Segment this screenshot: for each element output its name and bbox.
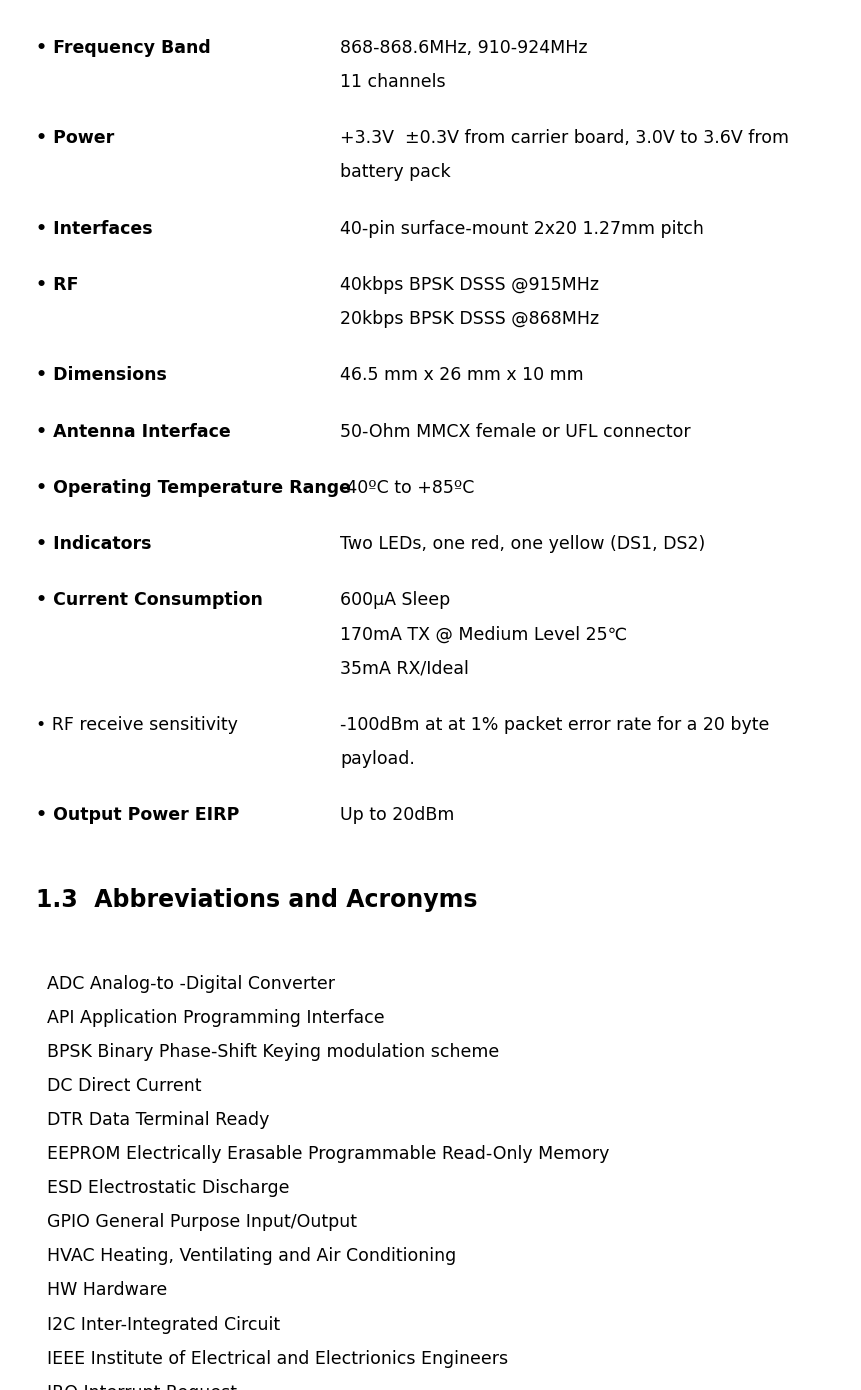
Text: 40-pin surface-mount 2x20 1.27mm pitch: 40-pin surface-mount 2x20 1.27mm pitch xyxy=(340,220,703,238)
Text: DC Direct Current: DC Direct Current xyxy=(47,1077,201,1095)
Text: 20kbps BPSK DSSS @868MHz: 20kbps BPSK DSSS @868MHz xyxy=(340,310,599,328)
Text: HW Hardware: HW Hardware xyxy=(47,1282,168,1300)
Text: 1.3  Abbreviations and Acronyms: 1.3 Abbreviations and Acronyms xyxy=(36,887,477,912)
Text: HVAC Heating, Ventilating and Air Conditioning: HVAC Heating, Ventilating and Air Condit… xyxy=(47,1247,456,1265)
Text: EEPROM Electrically Erasable Programmable Read-Only Memory: EEPROM Electrically Erasable Programmabl… xyxy=(47,1145,609,1163)
Text: 600μA Sleep: 600μA Sleep xyxy=(340,591,450,609)
Text: payload.: payload. xyxy=(340,749,415,767)
Text: IRQ Interrupt Request: IRQ Interrupt Request xyxy=(47,1383,237,1390)
Text: • RF: • RF xyxy=(36,275,78,293)
Text: • Indicators: • Indicators xyxy=(36,535,152,553)
Text: 35mA RX/Ideal: 35mA RX/Ideal xyxy=(340,659,469,677)
Text: 11 channels: 11 channels xyxy=(340,72,446,90)
Text: -40ºC to +85ºC: -40ºC to +85ºC xyxy=(340,478,474,496)
Text: • RF receive sensitivity: • RF receive sensitivity xyxy=(36,716,238,734)
Text: Two LEDs, one red, one yellow (DS1, DS2): Two LEDs, one red, one yellow (DS1, DS2) xyxy=(340,535,705,553)
Text: 50-Ohm MMCX female or UFL connector: 50-Ohm MMCX female or UFL connector xyxy=(340,423,691,441)
Text: +3.3V  ±0.3V from carrier board, 3.0V to 3.6V from: +3.3V ±0.3V from carrier board, 3.0V to … xyxy=(340,129,789,147)
Text: BPSK Binary Phase-Shift Keying modulation scheme: BPSK Binary Phase-Shift Keying modulatio… xyxy=(47,1042,499,1061)
Text: • Frequency Band: • Frequency Band xyxy=(36,39,211,57)
Text: -100dBm at at 1% packet error rate for a 20 byte: -100dBm at at 1% packet error rate for a… xyxy=(340,716,769,734)
Text: I2C Inter-Integrated Circuit: I2C Inter-Integrated Circuit xyxy=(47,1315,280,1333)
Text: ADC Analog-to -Digital Converter: ADC Analog-to -Digital Converter xyxy=(47,974,335,992)
Text: • Power: • Power xyxy=(36,129,115,147)
Text: IEEE Institute of Electrical and Electrionics Engineers: IEEE Institute of Electrical and Electri… xyxy=(47,1350,508,1368)
Text: GPIO General Purpose Input/Output: GPIO General Purpose Input/Output xyxy=(47,1213,357,1232)
Text: 170mA TX @ Medium Level 25℃: 170mA TX @ Medium Level 25℃ xyxy=(340,626,627,644)
Text: ESD Electrostatic Discharge: ESD Electrostatic Discharge xyxy=(47,1179,289,1197)
Text: 40kbps BPSK DSSS @915MHz: 40kbps BPSK DSSS @915MHz xyxy=(340,275,598,293)
Text: API Application Programming Interface: API Application Programming Interface xyxy=(47,1009,385,1027)
Text: • Interfaces: • Interfaces xyxy=(36,220,152,238)
Text: • Output Power EIRP: • Output Power EIRP xyxy=(36,806,239,824)
Text: • Current Consumption: • Current Consumption xyxy=(36,591,263,609)
Text: 46.5 mm x 26 mm x 10 mm: 46.5 mm x 26 mm x 10 mm xyxy=(340,366,584,384)
Text: Up to 20dBm: Up to 20dBm xyxy=(340,806,455,824)
Text: 868-868.6MHz, 910-924MHz: 868-868.6MHz, 910-924MHz xyxy=(340,39,587,57)
Text: DTR Data Terminal Ready: DTR Data Terminal Ready xyxy=(47,1111,269,1129)
Text: • Operating Temperature Range: • Operating Temperature Range xyxy=(36,478,350,496)
Text: • Dimensions: • Dimensions xyxy=(36,366,167,384)
Text: • Antenna Interface: • Antenna Interface xyxy=(36,423,231,441)
Text: battery pack: battery pack xyxy=(340,163,450,181)
